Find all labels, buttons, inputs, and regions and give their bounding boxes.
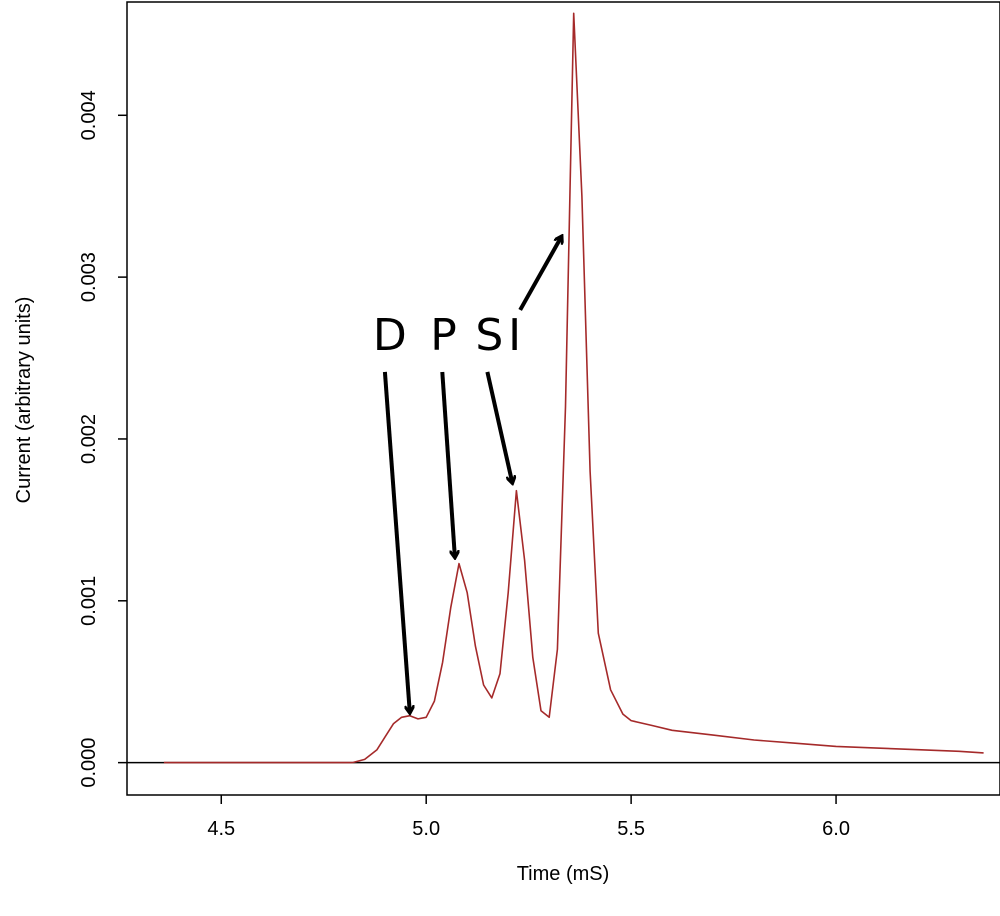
plot-frame bbox=[126, 1, 1000, 796]
annotation-label-d: D bbox=[373, 310, 407, 361]
y-tick-label: 0.001 bbox=[78, 576, 100, 626]
y-tick-label: 0.002 bbox=[78, 414, 100, 464]
annotation-label-s: S bbox=[475, 310, 503, 361]
x-tick-label: 6.0 bbox=[822, 818, 850, 840]
y-tick-label: 0.000 bbox=[78, 738, 100, 788]
y-axis-label: Current (arbitrary units) bbox=[13, 297, 35, 504]
x-tick-label: 5.0 bbox=[412, 818, 440, 840]
annotation-arrow bbox=[382, 371, 410, 713]
annotation-label-i: I bbox=[508, 310, 521, 361]
annotation-arrow bbox=[440, 371, 455, 557]
annotation-arrow bbox=[518, 237, 561, 311]
y-tick-label: 0.003 bbox=[78, 252, 100, 302]
annotation-label-p: P bbox=[430, 310, 457, 361]
y-tick-label: 0.004 bbox=[78, 90, 100, 140]
x-axis-label: Time (mS) bbox=[517, 863, 610, 885]
series-line bbox=[163, 12, 984, 764]
x-tick-label: 4.5 bbox=[207, 818, 235, 840]
x-tick-label: 5.5 bbox=[617, 818, 645, 840]
annotation-arrow bbox=[485, 371, 512, 483]
